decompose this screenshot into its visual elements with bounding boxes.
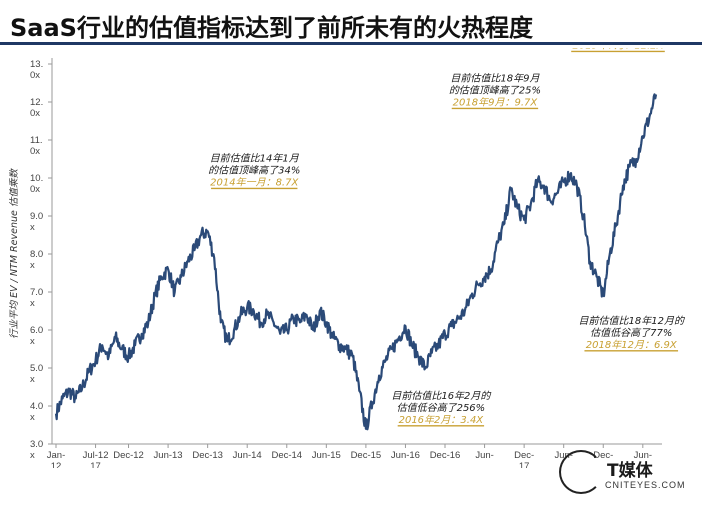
annotation-highlight: 2018年9月：9.7X	[453, 96, 539, 108]
page-title: SaaS行业的估值指标达到了前所未有的火热程度	[10, 14, 533, 42]
x-tick-label: 12	[51, 461, 62, 468]
x-tick-label: Jun-16	[391, 450, 420, 461]
y-tick-label: 0x	[30, 108, 40, 119]
y-tick-label: 10.	[30, 173, 43, 184]
x-tick-label: Dec-	[593, 450, 613, 461]
y-tick-label: 6.0	[30, 325, 43, 336]
y-tick-label: x	[30, 298, 35, 309]
annotation-text: 估值低谷高了77%	[590, 327, 672, 339]
y-tick-label: 0x	[30, 184, 40, 195]
y-tick-label: 13.	[30, 59, 43, 70]
y-tick-label: 0x	[30, 70, 40, 81]
y-axis-title: 行业平均 EV / NTM Revenue 估值乘数	[9, 168, 20, 339]
title-divider	[0, 42, 702, 45]
x-tick-label: Jun-	[475, 450, 493, 461]
x-tick-label: Dec-	[514, 450, 534, 461]
valuation-line-chart: 13.0x12.0x11.0x10.0x9.0x8.0x7.0x6.0x5.0x…	[9, 48, 685, 468]
annotation-text: 的估值顶峰高了34%	[208, 164, 300, 176]
x-tick-label: Jun-15	[312, 450, 341, 461]
logo-url: CNITEYES.COM	[605, 480, 686, 490]
x-tick-label: Dec-12	[113, 450, 144, 461]
series-line	[54, 93, 658, 431]
annotation-text: 目前估值比18年12月的	[579, 315, 685, 327]
y-tick-label: 7.0	[30, 287, 43, 298]
title-bar: SaaS行业的估值指标达到了前所未有的火热程度	[0, 0, 702, 45]
annotation-highlight: 2019年7月：12.2X	[573, 48, 665, 51]
x-tick-label: Jan-	[47, 450, 65, 461]
logo-text: T媒体	[607, 461, 653, 481]
x-tick-label: Dec-13	[192, 450, 223, 461]
x-tick-label: 17	[519, 461, 530, 468]
y-tick-label: x	[30, 336, 35, 347]
y-tick-label: 12.	[30, 97, 43, 108]
annotation-text: 目前估值比14年1月	[210, 152, 300, 164]
annotation-highlight: 2014年一月：8.7X	[210, 176, 299, 188]
y-tick-label: x	[30, 374, 35, 385]
x-tick-label: Jun-14	[233, 450, 262, 461]
x-tick-label: Jun-	[634, 450, 652, 461]
y-tick-label: x	[30, 412, 35, 423]
y-tick-label: 11.	[30, 135, 43, 146]
x-tick-label: Dec-14	[271, 450, 302, 461]
y-tick-label: 4.0	[30, 401, 43, 412]
x-tick-label: Jun-	[554, 450, 572, 461]
watermark-logo: T媒体 CNITEYES.COM	[555, 448, 700, 500]
y-tick-label: 9.0	[30, 211, 43, 222]
annotation-highlight: 2018年12月：6.9X	[586, 339, 678, 351]
y-tick-label: 8.0	[30, 249, 43, 260]
y-tick-label: 5.0	[30, 363, 43, 374]
y-tick-label: 3.0	[30, 439, 43, 450]
logo-ring-icon	[559, 450, 603, 494]
annotation-highlight: 2016年2月：3.4X	[399, 414, 485, 426]
y-tick-label: x	[30, 260, 35, 271]
annotation-text: 目前估值比18年9月	[450, 72, 540, 84]
annotation-text: 目前估值比16年2月的	[391, 390, 491, 402]
y-tick-label: x	[30, 222, 35, 233]
annotation-text: 估值低谷高了256%	[397, 402, 486, 414]
x-tick-label: Dec-16	[430, 450, 461, 461]
annotation-text: 的估值顶峰高了25%	[449, 84, 541, 96]
x-tick-label: Jun-13	[154, 450, 183, 461]
y-tick-label: x	[30, 450, 35, 461]
x-tick-label: Jul-12	[83, 450, 109, 461]
x-tick-label: 17	[90, 461, 101, 468]
x-tick-label: Dec-15	[351, 450, 382, 461]
y-tick-label: 0x	[30, 146, 40, 157]
